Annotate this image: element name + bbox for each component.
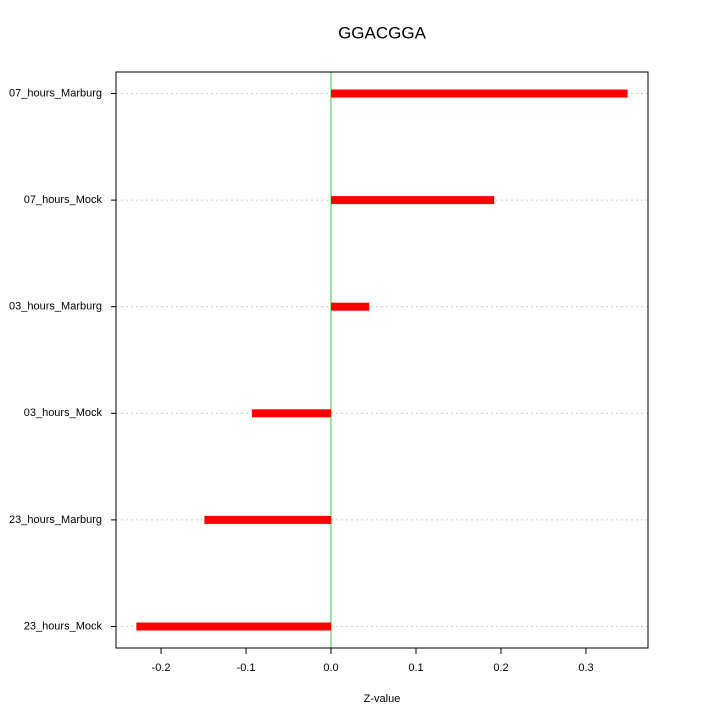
bar (204, 515, 332, 524)
y-tick-label: 23_hours_Mock (24, 620, 103, 632)
y-tick-label: 07_hours_Mock (24, 194, 103, 206)
y-tick-label: 23_hours_Marburg (9, 514, 102, 526)
bar (136, 622, 332, 631)
bar (331, 196, 495, 205)
chart-title: GGACGGA (338, 23, 427, 42)
bar (331, 302, 370, 311)
x-tick-label: 0.2 (493, 662, 508, 674)
x-tick-label: -0.2 (152, 662, 171, 674)
x-tick-label: 0.1 (408, 662, 423, 674)
plot-frame (115, 71, 649, 649)
x-axis-label: Z-value (364, 693, 401, 705)
x-tick-label: 0.0 (323, 662, 338, 674)
y-tick-label: 07_hours_Marburg (9, 87, 102, 99)
bar (331, 89, 628, 98)
x-tick-label: -0.1 (237, 662, 256, 674)
bar (251, 409, 332, 418)
x-tick-label: 0.3 (578, 662, 593, 674)
y-tick-label: 03_hours_Mock (24, 407, 103, 419)
y-tick-label: 03_hours_Marburg (9, 301, 102, 313)
